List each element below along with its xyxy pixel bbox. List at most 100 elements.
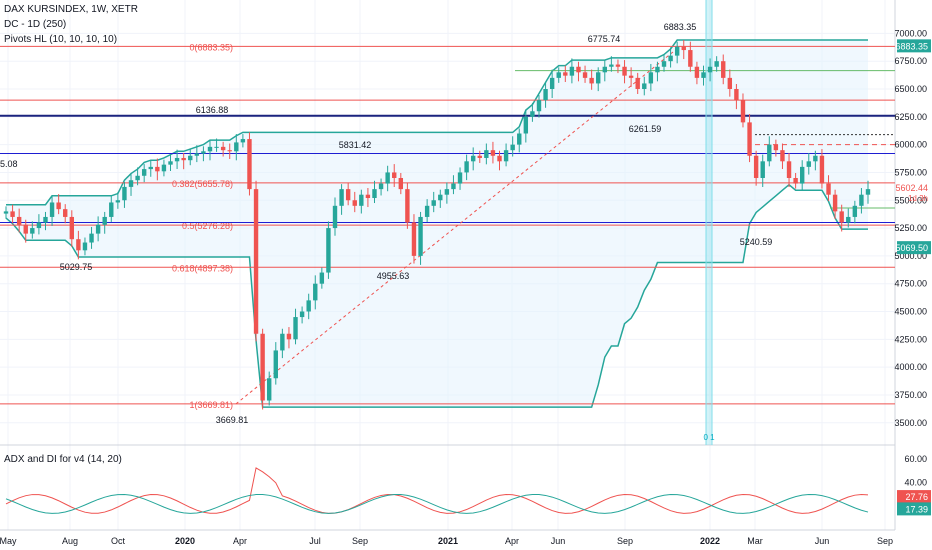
candle-body: [16, 216, 22, 225]
candle-body: [405, 189, 410, 223]
fib-label: 0(6883.35): [189, 42, 233, 52]
price-annotation: 6775.74: [588, 34, 621, 44]
candle-body: [523, 116, 529, 134]
candle-body: [661, 61, 667, 67]
candle-body: [227, 150, 232, 152]
dc-low-tag-bg: [897, 241, 931, 255]
levels: 0(6883.35) 0.382(5655.78) 0.5(5276.28) 0.61…: [0, 0, 895, 445]
candle-body: [352, 200, 357, 206]
candle-body: [273, 350, 278, 379]
candle-body: [293, 317, 298, 340]
time-tick-label: Sep: [352, 536, 368, 546]
time-tick-label: May: [0, 536, 17, 546]
price-tick-label: 4500.00: [894, 307, 927, 317]
candle-body: [865, 189, 871, 195]
time-tick-label: Aug: [62, 536, 78, 546]
candle-body: [655, 66, 660, 73]
candle-body: [813, 155, 818, 162]
candle-body: [56, 202, 61, 210]
candle-body: [780, 150, 785, 162]
price-tick-label: 5000.00: [894, 251, 927, 261]
candle-body: [556, 72, 561, 78]
price-axis[interactable]: 7000.00 6750.00 6500.00 6250.00 6000.00 5750.…: [894, 28, 931, 428]
candle-body: [819, 155, 825, 184]
candle-body: [464, 161, 469, 173]
adx-tick-label: 40.00: [904, 478, 927, 488]
adx-title[interactable]: ADX and DI for v4 (14, 20): [4, 454, 122, 465]
candle-body: [490, 150, 496, 156]
candle-body: [714, 61, 719, 67]
time-axis[interactable]: May Aug Oct 2020 Apr Jul Sep 2021 Apr Jun Sep 2022 M…: [0, 529, 895, 546]
donchian-fill: [5, 39, 868, 408]
candle-body: [260, 333, 265, 401]
time-tick-label: Jul: [309, 536, 321, 546]
candle-body: [832, 194, 838, 212]
candle-body: [517, 133, 522, 145]
price-tick-label: 4250.00: [894, 334, 927, 344]
candle-body: [609, 64, 614, 67]
candle-body: [63, 209, 68, 217]
price-tick-label: 6500.00: [894, 84, 927, 94]
price-tick-label: 6000.00: [894, 140, 927, 150]
candle-body: [3, 211, 9, 214]
candle-body: [286, 333, 292, 340]
cyan-marker-label: 0 1: [703, 433, 715, 442]
candle-body: [582, 72, 588, 78]
candle-body: [155, 166, 160, 172]
candle-body: [102, 216, 107, 225]
price-tick-label: 7000.00: [894, 28, 927, 38]
candle-body: [247, 139, 252, 190]
candle-body: [793, 178, 798, 184]
candle-body: [10, 211, 15, 217]
candle-body: [398, 178, 404, 190]
time-tick-label: 2022: [700, 536, 720, 546]
candle-body: [760, 161, 765, 178]
candle-body: [345, 189, 351, 201]
candle-body: [220, 146, 226, 151]
candle-body: [207, 146, 213, 152]
candle-body: [668, 55, 673, 62]
candle-body: [484, 150, 489, 158]
candle-body: [503, 150, 509, 162]
main-legend: DAX KURSINDEX, 1W, XETR DC - 1D (250) Pi…: [4, 2, 138, 47]
candle-body: [385, 172, 390, 184]
candle-body: [740, 100, 746, 123]
price-annotation: 5240.59: [740, 237, 773, 247]
candle-body: [477, 155, 482, 158]
candle-body: [82, 242, 88, 251]
time-tick-label: Jun: [815, 536, 830, 546]
candle-body: [628, 75, 634, 78]
adx-legend[interactable]: ADX and DI for v4 (14, 20): [4, 452, 122, 467]
dc-legend[interactable]: DC - 1D (250): [4, 19, 67, 30]
price-tick-label: 5750.00: [894, 167, 927, 177]
candle-body: [806, 161, 811, 167]
candle-body: [569, 66, 575, 76]
candle-body: [418, 216, 423, 256]
candle-body: [707, 66, 713, 73]
dc-high-tag: 6883.35: [895, 41, 928, 51]
pivots-legend[interactable]: Pivots HL (10, 10, 10, 10): [4, 34, 118, 45]
candle-body: [642, 83, 647, 89]
candle-body: [510, 144, 515, 151]
candle-body: [602, 66, 607, 73]
candle-body: [431, 200, 436, 206]
candle-body: [530, 111, 535, 117]
symbol-title[interactable]: DAX KURSINDEX, 1W, XETR: [4, 4, 138, 15]
candle-body: [23, 224, 28, 234]
candle-body: [36, 222, 42, 229]
fib-label: 1(3669.81): [189, 400, 233, 410]
candle-body: [95, 224, 101, 234]
price-tick-label: 3750.00: [894, 390, 927, 400]
candle-body: [773, 144, 779, 151]
price-annotation: 6136.88: [196, 105, 229, 115]
donchian-lower: [5, 183, 868, 408]
adx-red-tag-bg: [897, 490, 931, 504]
candle-body: [306, 300, 311, 312]
candle-body: [267, 378, 272, 401]
adx-tick-label: 60.00: [904, 454, 927, 464]
candle-body: [392, 172, 397, 178]
candle-body: [470, 155, 476, 162]
time-tick-label: 2021: [438, 536, 458, 546]
candle-body: [30, 228, 35, 234]
